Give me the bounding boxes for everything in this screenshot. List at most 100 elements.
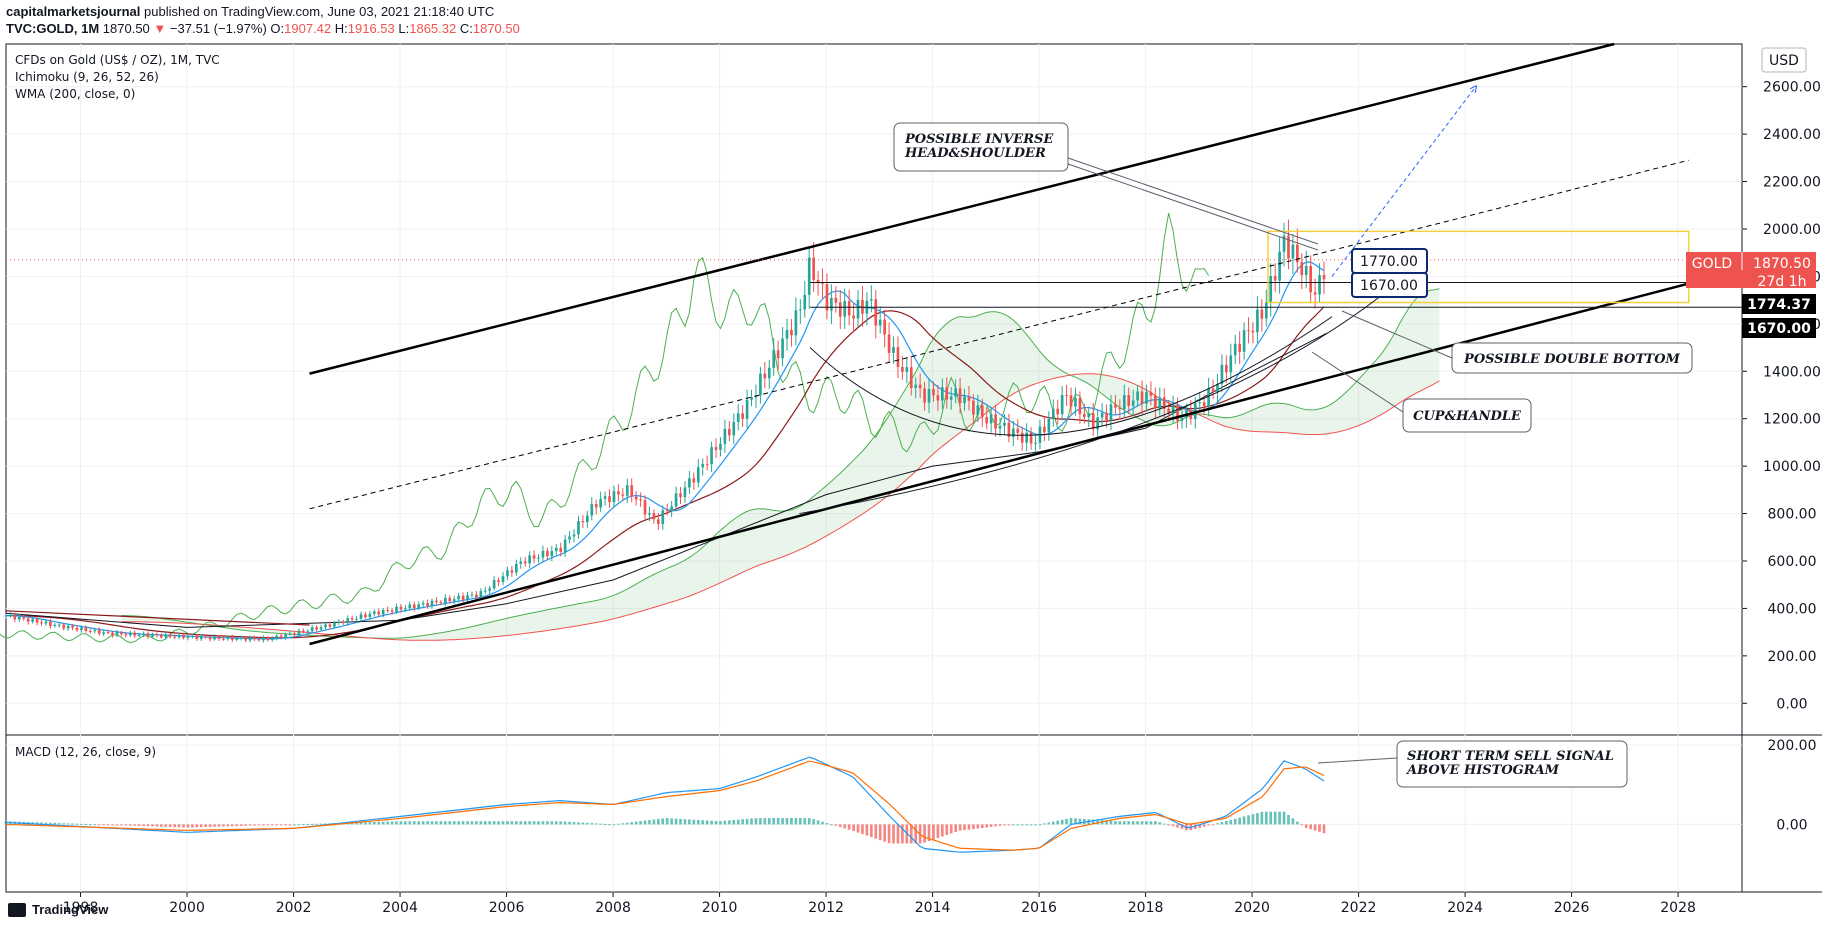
candle-body: [44, 621, 48, 624]
y-tick-label: 600.00: [1768, 554, 1817, 570]
cup-handle-pointer: [1311, 351, 1404, 413]
candle: [315, 625, 318, 633]
author-name[interactable]: capitalmarketsjournal: [6, 4, 141, 19]
candle-body: [546, 550, 549, 557]
candle: [372, 609, 376, 617]
histogram-bar: [426, 821, 429, 825]
candle: [1149, 381, 1153, 406]
candle: [106, 629, 110, 634]
candle: [719, 437, 722, 457]
candle: [1034, 433, 1037, 453]
candle-body: [1074, 398, 1077, 407]
level-1774-tag[interactable]: 1774.37: [1742, 294, 1816, 314]
candle-body: [262, 637, 265, 641]
candle-body: [386, 609, 389, 611]
histogram-bar: [927, 824, 931, 842]
histogram-bar: [466, 821, 469, 825]
legend-ichimoku[interactable]: Ichimoku (9, 26, 52, 26): [15, 70, 159, 84]
histogram-bar: [532, 821, 536, 825]
candle: [306, 629, 310, 634]
candle-body: [989, 414, 993, 424]
candle-body: [395, 606, 398, 612]
candle: [368, 610, 372, 621]
callout-1770[interactable]: 1770.00: [1351, 248, 1428, 274]
candle-body: [1043, 426, 1046, 433]
histogram-bar: [235, 824, 239, 827]
candle: [772, 338, 776, 376]
candle: [1012, 420, 1015, 447]
candle: [359, 611, 363, 622]
candle-body: [728, 428, 731, 436]
candle: [230, 634, 234, 643]
candle: [199, 634, 203, 642]
time-axis[interactable]: 1998 2000 2002 2004 2006 2008 2010 2012 2014 2016…: [63, 892, 1696, 916]
candle: [1300, 253, 1304, 290]
callout-ihs[interactable]: POSSIBLE INVERSE HEAD&SHOULDER: [893, 122, 1069, 172]
candle-body: [88, 630, 92, 632]
candle: [49, 618, 52, 629]
y-tick-label: 1200.00: [1763, 412, 1821, 428]
target-arrow: [1331, 87, 1476, 277]
candle: [710, 441, 713, 472]
histogram-bar: [372, 821, 376, 825]
candle-body: [617, 491, 620, 495]
histogram-bar: [1065, 818, 1068, 825]
candle-body: [284, 634, 287, 638]
candle-body: [763, 373, 767, 379]
histogram-bar: [665, 818, 669, 825]
histogram-bar: [1238, 817, 1241, 825]
candle-body: [550, 551, 554, 557]
callout-1670[interactable]: 1670.00: [1351, 272, 1428, 298]
price-axis[interactable]: 2600.002400.002200.002000.001800.001600.…: [1742, 80, 1821, 834]
candle-body: [980, 405, 984, 417]
candle-body: [572, 534, 576, 537]
candle-body: [1003, 422, 1006, 426]
candle-body: [1034, 442, 1037, 444]
histogram-bar: [1136, 821, 1139, 825]
histogram-bar: [146, 824, 150, 827]
candle: [892, 336, 895, 364]
legend-macd[interactable]: MACD (12, 26, close, 9): [15, 745, 156, 759]
callout-cup-handle[interactable]: CUP&HANDLE: [1402, 398, 1532, 433]
histogram-bar: [723, 820, 727, 825]
candle: [40, 619, 43, 626]
gold-price-tag[interactable]: GOLD 1870.50 27d 1h: [1686, 252, 1816, 290]
candle: [1003, 414, 1006, 436]
histogram-bar: [728, 820, 731, 825]
x-tick-label: 2014: [915, 900, 951, 916]
histogram-bar: [275, 824, 279, 826]
candle-body: [1029, 432, 1033, 444]
candle: [346, 615, 350, 626]
candle: [612, 485, 616, 508]
callout-ihs-line1: POSSIBLE INVERSE: [904, 132, 1054, 147]
candle-body: [927, 389, 931, 403]
candle: [1278, 237, 1281, 294]
candle: [887, 322, 891, 363]
candle: [1127, 387, 1131, 415]
callout-double-bottom[interactable]: POSSIBLE DOUBLE BOTTOM: [1451, 342, 1693, 374]
candle: [546, 547, 549, 560]
candle: [44, 619, 48, 626]
candle: [980, 398, 984, 427]
candle-body: [741, 413, 744, 419]
histogram-bar: [368, 822, 372, 825]
histogram-bar: [585, 822, 589, 825]
candle: [501, 571, 505, 586]
tradingview-logo[interactable]: TradingView: [8, 902, 108, 917]
level-1670-tag[interactable]: 1670.00: [1742, 318, 1816, 338]
legend-wma[interactable]: WMA (200, close, 0): [15, 87, 135, 101]
candle-body: [772, 350, 776, 368]
histogram-bar: [53, 822, 57, 825]
candle: [1225, 355, 1228, 383]
candle-body: [266, 637, 270, 640]
candle-body: [248, 637, 252, 641]
candle-body: [164, 634, 168, 638]
candle-body: [257, 638, 261, 641]
histogram-bar: [980, 824, 984, 829]
currency-button[interactable]: [1761, 47, 1807, 73]
histogram-bar: [989, 824, 993, 827]
callout-sell-signal[interactable]: SHORT TERM SELL SIGNAL ABOVE HISTOGRAM: [1396, 740, 1628, 788]
candle-body: [776, 350, 780, 359]
histogram-bar: [643, 820, 647, 825]
